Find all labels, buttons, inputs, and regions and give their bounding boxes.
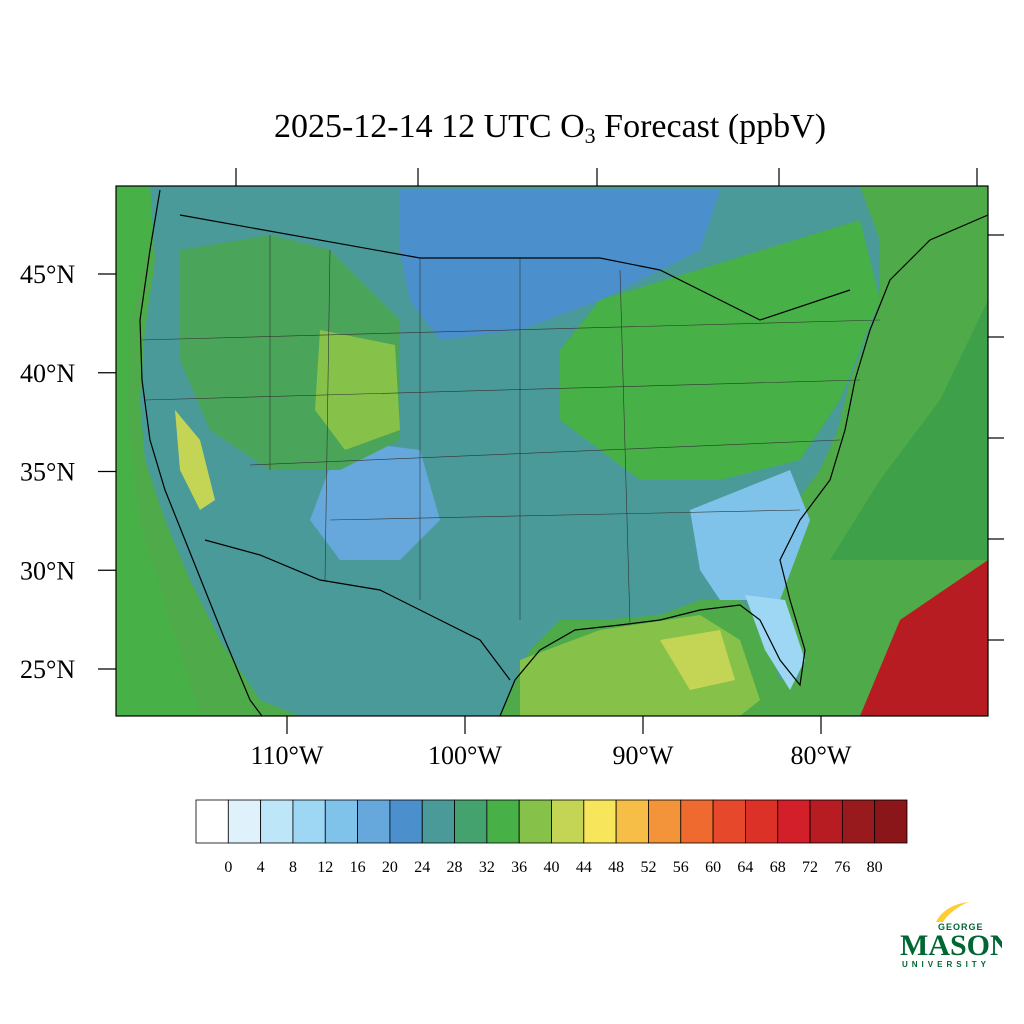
colorbar-swatch: [551, 799, 585, 844]
colorbar-swatch: [227, 799, 262, 844]
lat-label: 45°N: [20, 260, 75, 289]
pacific-coastline: [139, 189, 263, 716]
mexico-border: [204, 539, 511, 681]
colorbar-swatch: [648, 799, 682, 844]
colorbar-swatch: [583, 799, 617, 844]
pacific-ozone-band: [116, 186, 200, 716]
colorbar-tick-label: 28: [447, 859, 463, 876]
colorbar-tick-label: 64: [737, 859, 753, 876]
lon-label: 80°W: [791, 741, 852, 770]
colorbar-swatch: [454, 799, 488, 844]
state-border: [144, 379, 861, 401]
state-border: [139, 319, 881, 341]
california-high-ozone: [175, 410, 215, 510]
latitude-axis: 45°N 40°N 35°N 30°N 25°N: [20, 260, 116, 684]
colorbar-swatch: [745, 799, 779, 844]
colorbar-swatch: [195, 799, 229, 844]
colorbar-tick-label: 68: [770, 859, 786, 876]
colorbar-swatch: [357, 799, 391, 844]
gulf-coastline: [499, 214, 988, 716]
colorbar-swatch: [841, 799, 876, 844]
right-ticks: [988, 234, 1004, 641]
colorbar-tick-label: 76: [834, 859, 850, 876]
colorbar-swatch: [389, 799, 423, 844]
colorbar-tick-label: 12: [317, 859, 333, 876]
colorbar-tick-label: 24: [414, 859, 430, 876]
logo-university: UNIVERSITY: [902, 960, 990, 969]
lat-label: 40°N: [20, 359, 75, 388]
ozone-field: [116, 186, 988, 716]
colorbar-tick-label: 0: [224, 859, 232, 876]
colorbar-swatch: [260, 799, 294, 844]
lat-label: 35°N: [20, 458, 75, 487]
colorbar-swatch: [486, 799, 520, 844]
colorbar-swatch: [292, 799, 326, 844]
logo-gold-swoosh: [936, 902, 968, 922]
colorbar-swatch: [809, 799, 843, 844]
colorbar-tick-label: 52: [640, 859, 656, 876]
colorbar-tick-label: 48: [608, 859, 624, 876]
colorbar-tick-label: 20: [382, 859, 398, 876]
colorbar-swatch: [324, 799, 358, 844]
lon-label: 90°W: [613, 741, 674, 770]
logo-mason: MASON: [900, 929, 1002, 962]
lat-label: 30°N: [20, 556, 75, 585]
florida-low-ozone: [745, 595, 805, 690]
colorbar-swatch: [518, 799, 552, 844]
state-border: [329, 509, 801, 521]
map-frame: [115, 185, 989, 717]
lon-label: 100°W: [428, 741, 502, 770]
george-mason-logo: GEORGE MASON UNIVERSITY: [900, 902, 1002, 969]
colorbar-swatch: [777, 799, 811, 844]
map-title: 2025-12-14 12 UTC O3 Forecast (ppbV): [273, 108, 827, 148]
colorbar-tick-label: 44: [576, 859, 592, 876]
atlantic-ozone-band: [830, 300, 988, 560]
gulf-peak-ozone: [660, 630, 735, 690]
lon-label: 110°W: [251, 741, 324, 770]
colorbar-swatch: [421, 799, 455, 844]
colorbar-tick-label: 40: [544, 859, 560, 876]
atlantic-high-ozone: [860, 560, 988, 716]
colorbar-tick-label: 60: [705, 859, 721, 876]
colorbar-tick-label: 80: [867, 859, 883, 876]
colorbar-tick-label: 4: [257, 859, 265, 876]
colorbar-tick-label: 32: [479, 859, 495, 876]
top-ticks: [235, 168, 978, 186]
state-borders: [139, 235, 881, 626]
colorbar-labels: 0 4 8 12 16 20 24 28 32 36 40 44 48 52 56 60 64 68 72 76 80: [224, 859, 882, 876]
colorbar-swatch: [712, 799, 746, 844]
colorbar-tick-label: 8: [289, 859, 297, 876]
plains-low-ozone: [400, 190, 720, 340]
colorbar-swatch: [615, 799, 649, 844]
state-border: [324, 249, 331, 581]
rockies-ozone: [315, 330, 400, 450]
colorbar-tick-label: 16: [350, 859, 366, 876]
colorbar-tick-label: 72: [802, 859, 818, 876]
colorbar-tick-label: 36: [511, 859, 527, 876]
lat-label: 25°N: [20, 655, 75, 684]
state-border: [619, 269, 631, 626]
southwest-low-ozone: [310, 440, 440, 560]
longitude-axis: 110°W 100°W 90°W 80°W: [251, 716, 852, 770]
east-ozone: [560, 220, 880, 480]
state-border: [249, 439, 841, 466]
logo-george: GEORGE: [938, 922, 984, 932]
colorbar: [195, 799, 908, 844]
colorbar-tick-label: 56: [673, 859, 689, 876]
colorbar-swatch: [680, 799, 714, 844]
colorbar-swatch: [874, 799, 908, 844]
southeast-low-ozone: [690, 470, 810, 600]
